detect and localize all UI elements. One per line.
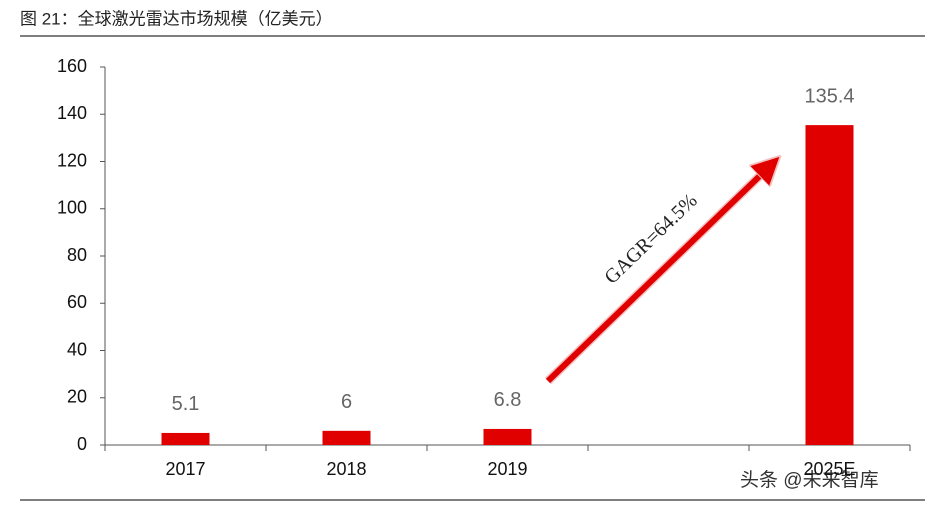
y-tick-label: 40: [67, 339, 87, 359]
x-tick-label: 2017: [165, 459, 205, 479]
y-tick-label: 0: [77, 434, 87, 454]
y-tick-label: 120: [57, 150, 87, 170]
bar: [161, 432, 210, 445]
chart-title: 图 21：全球激光雷达市场规模（亿美元）: [20, 9, 333, 28]
x-tick-label: 2019: [487, 459, 527, 479]
y-tick-label: 20: [67, 387, 87, 407]
y-tick-label: 80: [67, 245, 87, 265]
annotation: GAGR=64.5%: [600, 190, 701, 289]
y-tick-label: 100: [57, 198, 87, 218]
bar: [483, 428, 532, 445]
growth-arrow: [545, 166, 770, 384]
y-tick-label: 160: [57, 56, 87, 76]
bar: [322, 430, 371, 445]
x-tick-label: 2025E: [803, 459, 855, 479]
x-tick-label: 2018: [326, 459, 366, 479]
value-label: 6: [341, 391, 352, 413]
y-tick-label: 60: [67, 292, 87, 312]
y-tick-label: 140: [57, 103, 87, 123]
bar: [805, 125, 854, 446]
value-label: 135.4: [804, 85, 854, 107]
value-label: 6.8: [494, 389, 522, 411]
value-label: 5.1: [172, 393, 200, 415]
watermark: 头条 @未来智库: [740, 469, 879, 491]
